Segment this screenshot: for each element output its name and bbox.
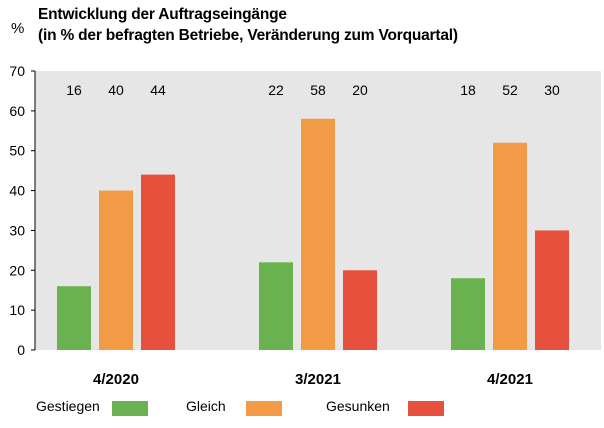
legend-label: Gestiegen (36, 398, 100, 414)
y-tick-label: 30 (9, 222, 25, 238)
chart-title: Entwicklung der Auftragseingänge (38, 6, 287, 23)
legend: Gestiegen Gleich Gesunken (0, 398, 604, 422)
bar-gestiegen-3-2021 (259, 262, 293, 350)
y-tick-label: 40 (9, 183, 25, 199)
bar-gestiegen-4-2020 (57, 286, 91, 350)
x-tick-label: 3/2021 (295, 371, 341, 388)
bar-gleich-4-2020 (99, 190, 133, 350)
legend-item-gesunken: Gesunken (326, 398, 390, 414)
chart-title-block: Entwicklung der Auftragseingänge (in % d… (38, 4, 458, 46)
value-label: 20 (352, 82, 368, 98)
value-labels: 16 40 44 22 58 20 18 52 30 (66, 82, 560, 98)
bar-gesunken-3-2021 (343, 270, 377, 350)
value-label: 22 (268, 82, 284, 98)
bars (57, 118, 569, 350)
value-label: 16 (66, 82, 82, 98)
legend-label: Gleich (186, 398, 226, 414)
y-tick-label: 60 (9, 103, 25, 119)
value-label: 30 (544, 82, 560, 98)
chart-subtitle: (in % der befragten Betriebe, Veränderun… (38, 27, 458, 44)
y-tick-label: 0 (17, 342, 25, 358)
x-tick-label: 4/2021 (487, 371, 533, 388)
x-tick-label: 4/2020 (93, 371, 139, 388)
bar-gesunken-4-2020 (141, 174, 175, 350)
y-axis: 0 10 20 30 40 50 60 70 (9, 63, 36, 358)
y-tick-label: 10 (9, 302, 25, 318)
value-label: 52 (502, 82, 518, 98)
bar-gleich-3-2021 (301, 118, 335, 350)
x-axis: 4/2020 3/2021 4/2021 (93, 371, 533, 388)
y-tick-label: 70 (9, 63, 25, 79)
value-label: 58 (310, 82, 326, 98)
legend-swatch-gleich (246, 401, 282, 416)
value-label: 44 (150, 82, 166, 98)
y-tick-label: 20 (9, 262, 25, 278)
bar-gleich-4-2021 (493, 142, 527, 350)
legend-item-gestiegen: Gestiegen (36, 398, 100, 414)
legend-swatch-gestiegen (112, 401, 148, 416)
value-label: 40 (108, 82, 124, 98)
value-label: 18 (460, 82, 476, 98)
bar-gesunken-4-2021 (535, 230, 569, 350)
bar-gestiegen-4-2021 (451, 278, 485, 350)
y-tick-label: 50 (9, 143, 25, 159)
legend-item-gleich: Gleich (186, 398, 226, 414)
legend-label: Gesunken (326, 398, 390, 414)
legend-swatch-gesunken (408, 401, 444, 416)
y-axis-unit: % (11, 20, 25, 37)
